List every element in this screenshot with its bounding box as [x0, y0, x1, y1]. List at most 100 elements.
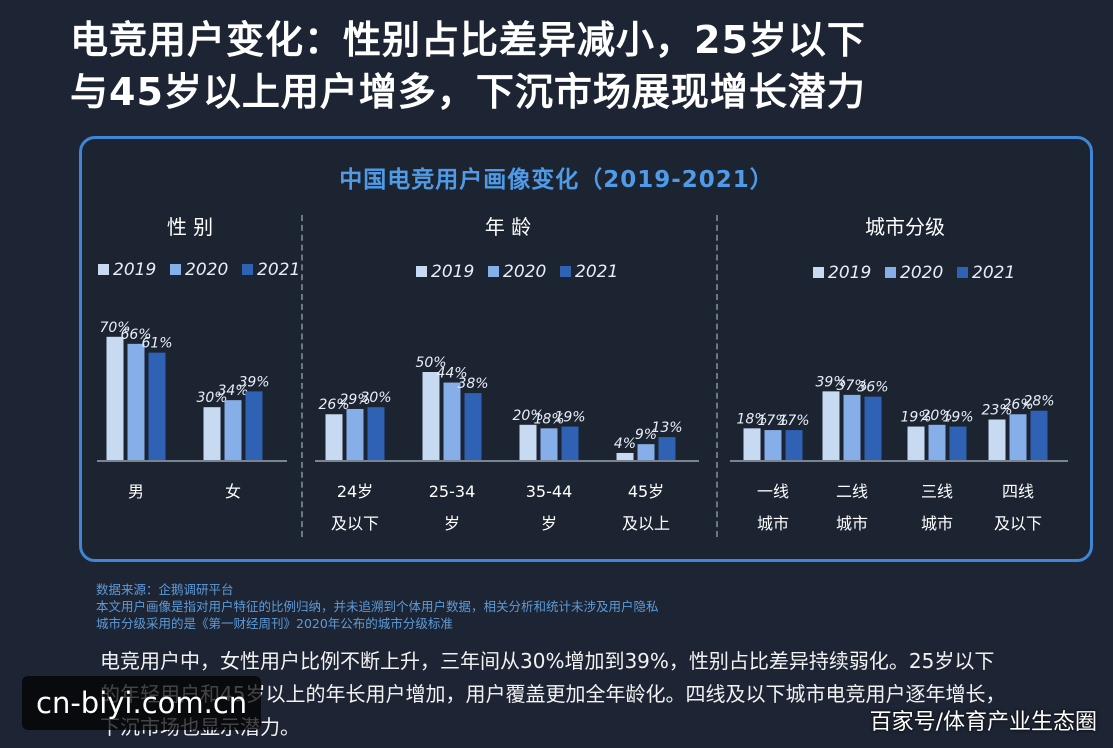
bar	[561, 426, 579, 460]
bar	[325, 414, 343, 460]
note-line: 数据来源：企鹅调研平台	[96, 582, 234, 597]
data-label: 18%	[533, 411, 564, 427]
note-line: 本文用户画像是指对用户特征的比例归纳，并未追溯到个体用户数据，相关分析和统计未涉…	[96, 599, 659, 614]
legend-label: 2019	[828, 263, 871, 283]
data-label: 30%	[360, 390, 391, 406]
category-label: 35-44	[526, 482, 573, 501]
data-label: 28%	[1023, 394, 1054, 410]
bar	[988, 419, 1006, 460]
data-label: 17%	[757, 413, 788, 429]
bar	[148, 352, 166, 460]
bar	[785, 430, 803, 460]
data-label: 50%	[415, 355, 446, 371]
legend-swatch	[957, 267, 968, 278]
data-label: 39%	[815, 374, 846, 390]
data-label: 19%	[554, 410, 585, 426]
data-label: 30%	[196, 390, 227, 406]
legend-swatch	[170, 264, 181, 275]
page-headline: 电竞用户变化：性别占比差异减小，25岁以下 与45岁以上用户增多，下沉市场展现增…	[70, 14, 1100, 118]
data-label: 4%	[614, 436, 636, 452]
chart-title: 年 龄	[485, 215, 531, 239]
data-label: 29%	[339, 392, 370, 408]
legend-label: 2020	[185, 260, 228, 280]
category-label: 25-34	[429, 482, 476, 501]
legend-label: 2021	[257, 260, 300, 280]
bar	[907, 426, 925, 460]
bar	[540, 428, 558, 460]
data-label: 39%	[238, 374, 269, 390]
panel-title: 中国电竞用户画像变化（2019-2021）	[339, 167, 774, 193]
legend-swatch	[813, 267, 824, 278]
category-label: 城市	[921, 514, 953, 533]
data-label: 66%	[120, 327, 151, 343]
data-label: 36%	[857, 380, 888, 396]
legend-label: 2019	[113, 260, 156, 280]
bar	[1030, 410, 1048, 460]
bar	[422, 372, 440, 460]
summary-line: 电竞用户中，女性用户比例不断上升，三年间从30%增加到39%，性别占比差异持续弱…	[100, 649, 995, 673]
bar	[367, 407, 385, 460]
bar	[949, 426, 967, 460]
data-label: 9%	[635, 427, 657, 443]
category-label: 四线	[1002, 482, 1034, 501]
category-label: 男	[128, 482, 144, 501]
category-label: 45岁	[628, 482, 664, 501]
bar	[464, 393, 482, 460]
watermark-site: cn-biyi.com.cn	[22, 676, 262, 730]
category-label: 三线	[921, 482, 953, 501]
legend-swatch	[560, 266, 571, 277]
data-label: 61%	[141, 336, 172, 352]
data-label: 13%	[651, 420, 682, 436]
data-label: 26%	[318, 397, 349, 413]
category-label: 二线	[836, 482, 868, 501]
data-label: 20%	[921, 408, 952, 424]
category-label: 城市	[836, 514, 868, 533]
data-label: 70%	[99, 320, 130, 336]
data-label: 23%	[981, 403, 1012, 419]
category-label: 女	[225, 482, 241, 501]
category-label: 及以下	[331, 514, 379, 533]
note-line: 城市分级采用的是《第一财经周刊》2020年公布的城市分级标准	[96, 616, 453, 631]
bar	[127, 343, 145, 460]
headline-line-2: 与45岁以上用户增多，下沉市场展现增长潜力	[70, 70, 866, 114]
bar	[864, 396, 882, 460]
category-label: 岁	[541, 514, 557, 533]
category-label: 岁	[444, 514, 460, 533]
data-label: 20%	[512, 408, 543, 424]
legend-swatch	[416, 266, 427, 277]
data-label: 34%	[217, 383, 248, 399]
data-label: 38%	[457, 376, 488, 392]
data-label: 26%	[1002, 397, 1033, 413]
legend-swatch	[885, 267, 896, 278]
bar	[1009, 414, 1027, 460]
bar	[346, 408, 364, 460]
bar	[224, 400, 242, 460]
source-notes: 数据来源：企鹅调研平台 本文用户画像是指对用户特征的比例归纳，并未追溯到个体用户…	[96, 581, 996, 632]
bar	[928, 424, 946, 460]
bar	[616, 452, 634, 460]
bar	[637, 444, 655, 460]
chart-title: 城市分级	[865, 215, 945, 239]
data-label: 44%	[436, 366, 467, 382]
data-label: 37%	[836, 378, 867, 394]
category-label: 一线	[757, 482, 789, 501]
bar	[822, 391, 840, 460]
headline-line-1: 电竞用户变化：性别占比差异减小，25岁以下	[70, 18, 866, 62]
legend-label: 2020	[900, 263, 943, 283]
legend-label: 2020	[503, 262, 546, 282]
category-label: 及以上	[622, 514, 670, 533]
bar	[743, 428, 761, 460]
data-label: 17%	[778, 413, 809, 429]
bar	[106, 336, 124, 460]
watermark-source: 百家号/体育产业生态圈	[869, 710, 1097, 735]
legend-swatch	[242, 264, 253, 275]
data-label: 19%	[900, 410, 931, 426]
bar	[443, 382, 461, 460]
bar	[245, 391, 263, 460]
chart-panel	[79, 136, 1093, 562]
bar	[843, 394, 861, 460]
legend-swatch	[98, 264, 109, 275]
legend-swatch	[488, 266, 499, 277]
chart-title: 性 别	[167, 215, 213, 239]
